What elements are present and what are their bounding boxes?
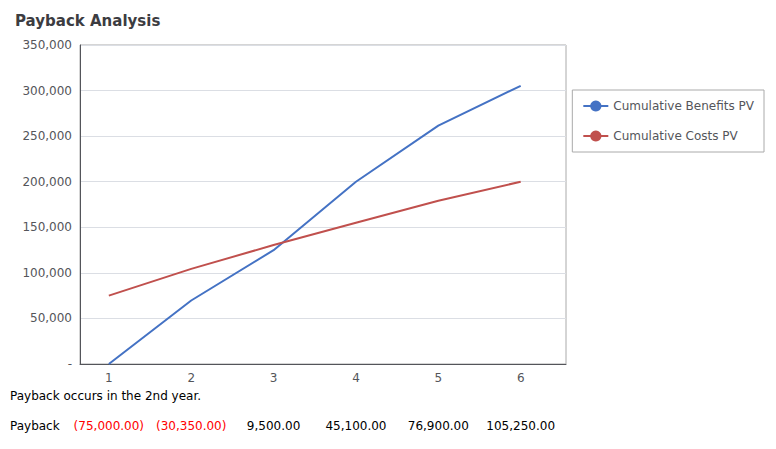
svg-text:300,000: 300,000 [22, 84, 72, 98]
svg-text:(75,000.00): (75,000.00) [74, 419, 144, 433]
svg-text:45,100.00: 45,100.00 [325, 419, 386, 433]
svg-text:105,250.00: 105,250.00 [486, 419, 555, 433]
svg-text:-: - [68, 357, 72, 371]
svg-text:5: 5 [435, 371, 443, 385]
svg-text:100,000: 100,000 [22, 266, 72, 280]
svg-text:6: 6 [517, 371, 525, 385]
svg-text:Cumulative Costs PV: Cumulative Costs PV [613, 129, 738, 143]
svg-text:200,000: 200,000 [22, 175, 72, 189]
svg-text:Cumulative Benefits PV: Cumulative Benefits PV [613, 99, 754, 113]
svg-text:50,000: 50,000 [30, 311, 72, 325]
svg-text:350,000: 350,000 [22, 38, 72, 52]
svg-text:2: 2 [187, 371, 195, 385]
svg-text:76,900.00: 76,900.00 [408, 419, 469, 433]
svg-text:4: 4 [352, 371, 360, 385]
svg-text:250,000: 250,000 [22, 129, 72, 143]
svg-text:9,500.00: 9,500.00 [247, 419, 300, 433]
svg-text:Payback Analysis: Payback Analysis [15, 12, 160, 30]
svg-text:Payback: Payback [10, 419, 60, 433]
svg-text:1: 1 [105, 371, 113, 385]
svg-text:(30,350.00): (30,350.00) [156, 419, 226, 433]
svg-text:150,000: 150,000 [22, 220, 72, 234]
svg-text:Payback occurs in the 2nd year: Payback occurs in the 2nd year. [10, 389, 201, 403]
svg-text:3: 3 [270, 371, 278, 385]
